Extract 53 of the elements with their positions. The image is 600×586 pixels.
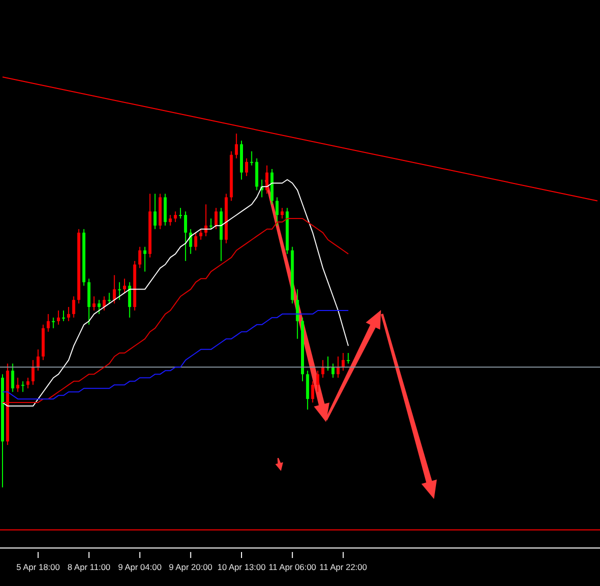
candlestick [154,193,157,230]
candlestick [98,299,101,315]
candlestick [178,207,182,220]
candlestick [56,310,60,326]
candlestick [123,278,126,294]
candlestick [112,274,116,304]
candlestick [311,380,314,404]
candlestick [72,296,76,318]
candlestick [128,282,132,318]
candlestick [265,164,268,194]
candlestick [52,317,55,329]
candlestick [234,133,238,159]
x-tick-label: 11 Apr 22:00 [319,562,368,572]
candlestick [174,210,177,223]
x-tick-label: 9 Apr 04:00 [118,562,162,572]
candlestick [280,207,284,220]
candlestick [296,288,299,340]
x-tick-label: 10 Apr 13:00 [217,562,266,572]
candlestick [62,310,66,322]
candlestick [143,246,146,272]
candlestick [194,232,198,251]
candlestick [16,377,20,392]
candlestick [184,210,188,262]
candlestick [26,377,30,389]
candlestick [346,352,350,364]
candlestick [336,356,340,378]
candlestick [108,292,111,304]
candlestick [332,363,335,378]
candlestick [168,214,172,226]
x-tick-label: 8 Apr 11:00 [68,562,111,572]
candlestick [32,360,35,386]
candlestick [342,352,345,372]
x-tick-label: 9 Apr 20:00 [168,562,213,572]
candlestick [209,218,212,230]
candlestick [92,296,96,312]
candlestick [67,306,70,322]
candlestick [21,380,24,392]
candlestick [276,196,279,226]
candlestick [11,363,14,392]
candlestick [36,348,40,372]
candlestick [46,314,50,332]
candlestick [214,207,218,230]
candlestick [138,246,142,269]
candlestick [245,158,248,177]
x-tick-label: 5 Apr 18:00 [16,562,60,572]
x-tick-label: 11 Apr 06:00 [268,562,316,572]
candlestick [250,150,254,166]
candlestick [321,360,324,378]
candlestick [199,228,202,240]
candlestick [102,296,106,312]
candlestick [316,370,320,392]
candlestick [189,228,192,254]
candlestick [118,282,121,300]
